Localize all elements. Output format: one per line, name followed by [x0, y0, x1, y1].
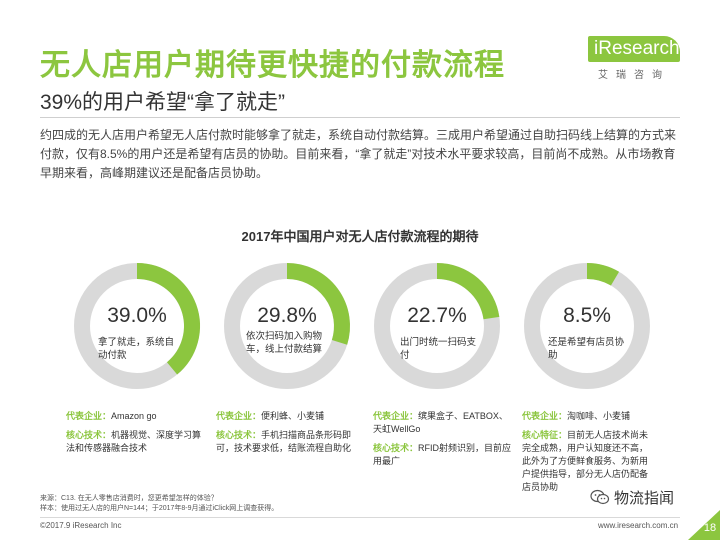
- tech-label: 核心技术：: [66, 430, 112, 440]
- feature-value: 目前无人店技术尚未完全成熟，用户认知度还不高，此外为了方便鲜食服务、为新用户提供…: [522, 430, 649, 492]
- tech-label: 核心技术：: [216, 430, 262, 440]
- page-subtitle: 39%的用户希望“拿了就走”: [40, 91, 286, 114]
- wechat-account-name: 物流指闻: [614, 489, 675, 507]
- page-title: 无人店用户期待更快捷的付款流程: [40, 49, 505, 82]
- subtitle-divider: [40, 117, 680, 118]
- info-block-3: 代表企业：缤果盒子、EATBOX、天虹WellGo 核心技术：RFID射频识别，…: [373, 410, 513, 474]
- rep-label: 代表企业：: [66, 411, 112, 421]
- donut-3-desc: 出门时统一扫码支付: [400, 337, 477, 361]
- chart-title: 2017年中国用户对无人店付款流程的期待: [241, 229, 479, 244]
- donut-2-value-arc: [286, 263, 350, 345]
- info-block-2: 代表企业：便利蜂、小麦铺 核心技术：手机扫描商品条形码即可，技术要求低，结账流程…: [216, 410, 356, 461]
- donut-4-value-arc: [586, 263, 620, 286]
- sample-note: 样本：使用过无人店的用户N=144；于2017年8-9月通过iClick网上调查…: [40, 505, 279, 512]
- rep-value: 便利蜂、小麦铺: [261, 411, 325, 421]
- iresearch-logo: iResearch 艾瑞咨询: [588, 36, 680, 84]
- tech-value: RFID射频识别，目前应用最广: [373, 443, 512, 466]
- rep-label: 代表企业：: [373, 411, 419, 421]
- logo-badge: iResearch: [588, 36, 680, 62]
- footer-divider: [40, 517, 680, 518]
- info-block-4: 代表企业：淘咖啡、小麦铺 核心特征：目前无人店技术尚未完全成熟，用户认知度还不高…: [522, 410, 650, 500]
- tech-value: 机器视觉、深度学习算法和传感器融合技术: [66, 430, 202, 453]
- footnote: 来源：C13. 在无人零售店消费时，您更希望怎样的体验？ 样本：使用过无人店的用…: [40, 494, 278, 514]
- tech-label: 核心技术：: [373, 443, 419, 453]
- rep-value: Amazon go: [111, 411, 157, 421]
- donut-4-desc: 还是希望有店员协助: [548, 337, 625, 361]
- tech-value: 手机扫描商品条形码即可，技术要求低，结账流程自助化: [216, 430, 352, 453]
- wechat-icon: [590, 489, 610, 505]
- logo-subtext: 艾瑞咨询: [598, 70, 670, 81]
- source-note: 来源：C13. 在无人零售店消费时，您更希望怎样的体验？: [40, 495, 218, 502]
- info-block-1: 代表企业：Amazon go 核心技术：机器视觉、深度学习算法和传感器融合技术: [66, 410, 206, 461]
- donut-1-value-arc: [136, 263, 200, 375]
- rep-value: 缤果盒子、EATBOX、天虹WellGo: [373, 411, 508, 434]
- feature-label: 核心特征：: [522, 430, 568, 440]
- donut-1-desc: 拿了就走，系统自动付款: [98, 337, 175, 361]
- donut-4-percent: 8.5%: [563, 304, 611, 327]
- donut-2-percent: 29.8%: [257, 304, 317, 327]
- copyright: ©2017.9 iResearch Inc: [40, 521, 122, 530]
- donut-2-desc: 依次扫码加入购物车，线上付款结算: [246, 331, 323, 355]
- logo-text: iResearch: [594, 38, 680, 59]
- wechat-watermark: 物流指闻: [590, 486, 674, 508]
- rep-value: 淘咖啡、小麦铺: [567, 411, 631, 421]
- donut-3-percent: 22.7%: [407, 304, 467, 327]
- website-url: www.iresearch.com.cn: [598, 521, 679, 530]
- rep-label: 代表企业：: [522, 411, 568, 421]
- page-number: 18: [703, 522, 717, 534]
- intro-paragraph: 约四成的无人店用户希望无人店付款时能够拿了就走，系统自动付款结算。三成用户希望通…: [40, 128, 677, 180]
- donut-1-percent: 39.0%: [107, 304, 167, 327]
- rep-label: 代表企业：: [216, 411, 262, 421]
- donut-3-value-arc: [436, 263, 500, 320]
